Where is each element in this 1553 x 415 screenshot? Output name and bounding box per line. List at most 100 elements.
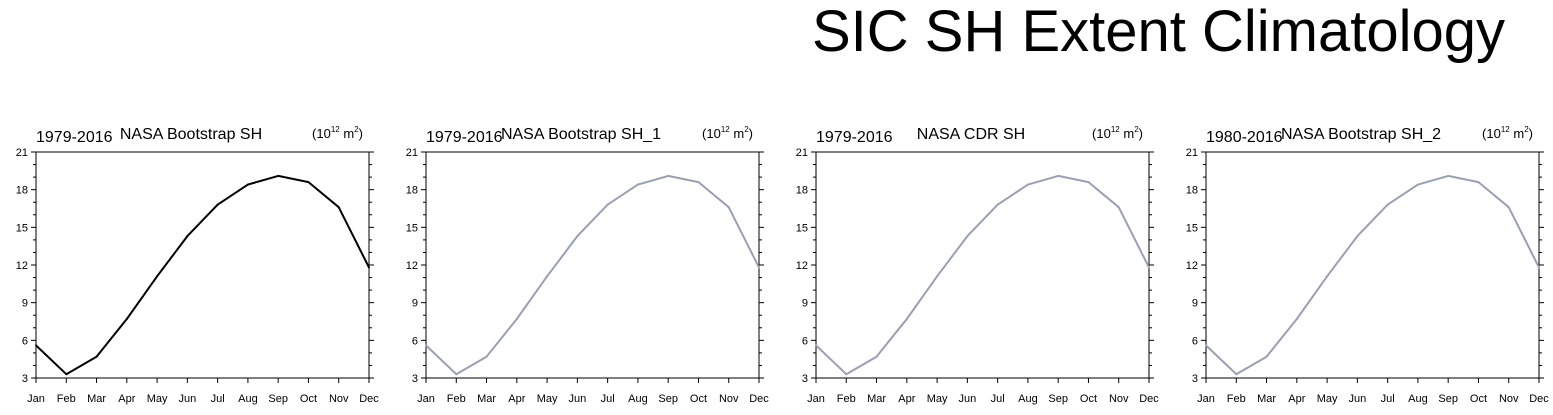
x-tick-label: May bbox=[537, 393, 558, 405]
x-tick-label: Aug bbox=[628, 393, 648, 405]
data-point bbox=[576, 235, 579, 238]
x-tick-label: Sep bbox=[658, 393, 678, 405]
x-tick-label: Mar bbox=[867, 393, 886, 405]
y-tick-label: 6 bbox=[412, 335, 418, 347]
units-exponent-2: 2 bbox=[354, 125, 359, 134]
data-point bbox=[1507, 206, 1510, 209]
x-tick-label: Apr bbox=[508, 393, 525, 405]
data-point bbox=[1205, 344, 1207, 347]
data-point bbox=[966, 235, 969, 238]
data-point bbox=[1447, 174, 1450, 177]
units-base: (10 bbox=[1482, 126, 1501, 141]
data-point bbox=[1117, 206, 1120, 209]
x-tick-label: Apr bbox=[898, 393, 915, 405]
y-tick-label: 9 bbox=[1192, 298, 1198, 310]
units-base: (10 bbox=[1092, 126, 1111, 141]
x-tick-label: Jun bbox=[568, 393, 586, 405]
x-tick-label: Feb bbox=[837, 393, 856, 405]
series-line bbox=[35, 174, 370, 376]
data-point bbox=[1087, 181, 1090, 184]
x-tick-label: May bbox=[927, 393, 948, 405]
panel-title: NASA CDR SH bbox=[917, 126, 1025, 143]
x-tick-label: Jan bbox=[417, 393, 435, 405]
data-point bbox=[515, 317, 518, 320]
series-line bbox=[815, 174, 1150, 376]
units-base: (10 bbox=[702, 126, 721, 141]
data-point bbox=[1026, 183, 1029, 186]
data-point bbox=[636, 183, 639, 186]
y-tick-label: 15 bbox=[796, 222, 808, 234]
y-tick-label: 3 bbox=[22, 373, 28, 385]
data-point bbox=[905, 317, 908, 320]
x-tick-label: Oct bbox=[1470, 393, 1487, 405]
x-tick-label: Sep bbox=[268, 393, 288, 405]
x-tick-label: Mar bbox=[87, 393, 106, 405]
data-point bbox=[1235, 373, 1238, 376]
data-point bbox=[1386, 203, 1389, 206]
y-tick-label: 12 bbox=[16, 260, 28, 272]
data-point bbox=[1326, 275, 1329, 278]
data-point bbox=[156, 275, 159, 278]
x-tick-label: Dec bbox=[1529, 393, 1549, 405]
plot-frame bbox=[1205, 151, 1540, 379]
figure-title: SIC SH Extent Climatology bbox=[812, 0, 1506, 64]
x-tick-label: Nov bbox=[1109, 393, 1129, 405]
data-point bbox=[216, 203, 219, 206]
x-tick-label: Aug bbox=[1408, 393, 1428, 405]
x-tick-label: Feb bbox=[447, 393, 466, 405]
y-tick-label: 6 bbox=[1192, 335, 1198, 347]
data-point bbox=[35, 344, 37, 347]
data-point bbox=[337, 206, 340, 209]
panel-units: (1012 m2) bbox=[1092, 125, 1143, 141]
data-point bbox=[125, 317, 128, 320]
units-exponent-2: 2 bbox=[744, 125, 749, 134]
x-tick-label: Oct bbox=[690, 393, 707, 405]
x-tick-label: Feb bbox=[57, 393, 76, 405]
x-tick-label: Jul bbox=[991, 393, 1005, 405]
units-mid: m bbox=[1510, 126, 1524, 141]
data-point bbox=[1538, 266, 1540, 269]
x-tick-label: Apr bbox=[1288, 393, 1305, 405]
x-tick-label: Jan bbox=[1197, 393, 1215, 405]
data-point bbox=[606, 203, 609, 206]
y-tick-label: 6 bbox=[802, 335, 808, 347]
data-point bbox=[455, 373, 458, 376]
plot-frame bbox=[425, 151, 760, 379]
y-tick-label: 3 bbox=[1192, 373, 1198, 385]
panel-period-label: 1979-2016 bbox=[36, 129, 113, 146]
data-point bbox=[277, 174, 280, 177]
units-close: ) bbox=[1529, 126, 1533, 141]
data-point bbox=[186, 235, 189, 238]
plot-frame bbox=[35, 151, 370, 379]
panel-period-label: 1980-2016 bbox=[1206, 129, 1283, 146]
panel-title: NASA Bootstrap SH bbox=[120, 126, 262, 143]
x-tick-label: Apr bbox=[118, 393, 135, 405]
x-tick-label: Jun bbox=[958, 393, 976, 405]
panel-period-label: 1979-2016 bbox=[426, 129, 503, 146]
chart-panel-1: 1979-2016 NASA Bootstrap SH (1012 m2)36912… bbox=[16, 125, 380, 405]
units-exponent: 12 bbox=[1111, 125, 1120, 134]
x-tick-label: Nov bbox=[719, 393, 739, 405]
y-tick-label: 18 bbox=[16, 185, 28, 197]
x-tick-label: May bbox=[1317, 393, 1338, 405]
units-exponent: 12 bbox=[331, 125, 340, 134]
panel-title: NASA Bootstrap SH_2 bbox=[1281, 126, 1441, 143]
x-tick-label: Mar bbox=[1257, 393, 1276, 405]
x-tick-label: Jan bbox=[27, 393, 45, 405]
units-exponent-2: 2 bbox=[1134, 125, 1139, 134]
units-mid: m bbox=[730, 126, 744, 141]
x-tick-label: Dec bbox=[749, 393, 769, 405]
y-tick-label: 15 bbox=[16, 222, 28, 234]
units-exponent: 12 bbox=[721, 125, 730, 134]
x-tick-label: Jul bbox=[1381, 393, 1395, 405]
y-tick-label: 21 bbox=[1186, 147, 1198, 159]
data-point bbox=[815, 344, 817, 347]
y-tick-label: 18 bbox=[796, 185, 808, 197]
x-tick-label: Sep bbox=[1438, 393, 1458, 405]
x-tick-label: Sep bbox=[1048, 393, 1068, 405]
x-tick-label: Nov bbox=[1499, 393, 1519, 405]
